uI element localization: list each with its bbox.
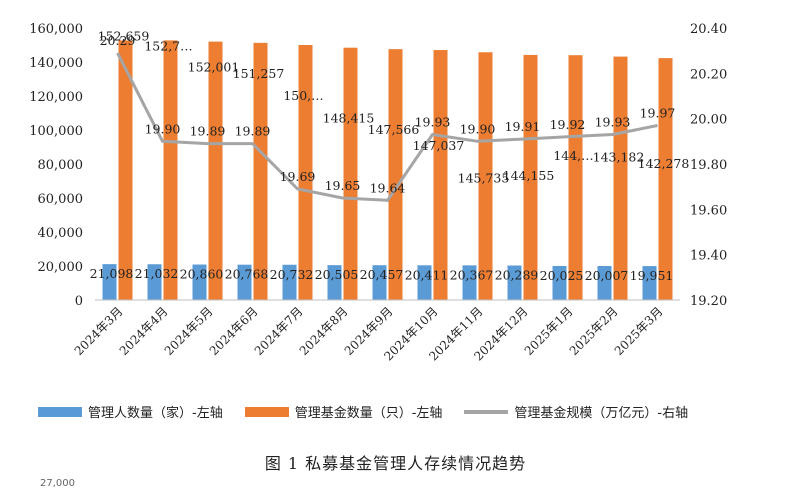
figure-caption: 图 1 私募基金管理人存续情况趋势 — [0, 450, 791, 474]
data-label-funds: 151,257 — [233, 66, 285, 81]
legend-label-funds: 管理基金数量（只）-左轴 — [295, 402, 443, 421]
left-tick-label: 120,000 — [29, 90, 83, 105]
left-axis: 0 20,000 40,000 60,000 80,000 100,000 120,000 1… — [29, 22, 83, 309]
legend-label-scale: 管理基金规模（万亿元）-右轴 — [514, 402, 688, 421]
data-label-scale: 19.69 — [280, 169, 316, 184]
chart: 0 20,000 40,000 60,000 80,000 100,000 120,000 1… — [0, 0, 791, 400]
data-label-scale: 19.89 — [190, 124, 226, 139]
bar-funds — [209, 42, 223, 300]
data-label-managers: 20,007 — [585, 268, 629, 283]
bar-funds — [569, 55, 583, 300]
data-label-managers: 20,289 — [495, 268, 539, 283]
data-label-scale: 19.93 — [595, 115, 631, 130]
bar-funds — [659, 58, 673, 300]
data-label-funds: 145,735 — [458, 170, 510, 185]
legend-swatch-orange — [245, 407, 289, 417]
data-label-funds: 142,278 — [638, 156, 690, 171]
bar-funds — [164, 40, 178, 300]
x-tick-label: 2025年3月 — [612, 304, 666, 358]
bar-funds — [614, 57, 628, 300]
data-label-managers: 21,098 — [90, 266, 134, 281]
left-tick-label: 60,000 — [38, 192, 84, 207]
cropped-text: 27,000 — [40, 478, 75, 489]
legend-label-managers: 管理人数量（家）-左轴 — [88, 402, 223, 421]
bar-funds — [254, 43, 268, 300]
data-label-scale: 19.89 — [235, 124, 271, 139]
data-label-scale: 19.93 — [415, 115, 451, 130]
legend-swatch-gray-line — [464, 410, 508, 414]
data-label-managers: 20,505 — [315, 267, 359, 282]
left-tick-label: 20,000 — [38, 260, 84, 275]
data-label-funds: 144,155 — [503, 168, 555, 183]
data-label-funds: 147,037 — [413, 138, 465, 153]
data-label-funds: 147,566 — [368, 122, 420, 137]
data-label-managers: 20,732 — [270, 267, 314, 282]
legend: 管理人数量（家）-左轴 管理基金数量（只）-左轴 管理基金规模（万亿元）-右轴 — [38, 402, 710, 421]
data-label-scale: 19.90 — [145, 121, 181, 136]
right-tick-label: 19.20 — [690, 294, 727, 309]
right-tick-label: 19.60 — [690, 203, 727, 218]
data-label-managers: 20,860 — [180, 267, 224, 282]
bars — [103, 40, 673, 300]
data-label-managers: 20,025 — [540, 268, 584, 283]
data-label-scale: 19.90 — [460, 121, 496, 136]
bar-funds — [389, 49, 403, 300]
data-label-funds: 143,182 — [593, 150, 645, 165]
data-label-funds: 150,… — [283, 88, 323, 103]
left-tick-label: 100,000 — [29, 124, 83, 139]
right-tick-label: 20.40 — [690, 22, 727, 37]
data-label-funds: 152,001 — [188, 60, 240, 75]
data-label-scale: 19.65 — [325, 178, 361, 193]
legend-item-scale: 管理基金规模（万亿元）-右轴 — [464, 402, 688, 421]
data-label-managers: 20,768 — [225, 267, 269, 282]
data-label-funds: 152,7… — [144, 38, 192, 53]
legend-swatch-blue — [38, 407, 82, 417]
left-tick-label: 40,000 — [38, 226, 84, 241]
data-label-managers: 21,032 — [135, 266, 179, 281]
left-tick-label: 80,000 — [38, 158, 84, 173]
bar-funds — [344, 48, 358, 300]
data-label-funds: 144,… — [553, 148, 593, 163]
data-label-managers: 20,367 — [450, 267, 494, 282]
data-label-scale: 19.97 — [640, 105, 676, 120]
data-label-scale: 19.92 — [550, 117, 586, 132]
bar-funds — [434, 50, 448, 300]
right-tick-label: 20.00 — [690, 113, 727, 128]
data-label-managers: 19,951 — [630, 268, 674, 283]
data-label-scale: 19.64 — [370, 180, 406, 195]
left-tick-label: 0 — [75, 294, 83, 309]
left-tick-label: 140,000 — [29, 56, 83, 71]
data-label-managers: 20,457 — [360, 267, 404, 282]
data-label-scale: 20.29 — [100, 33, 136, 48]
right-tick-label: 19.80 — [690, 158, 727, 173]
legend-item-funds: 管理基金数量（只）-左轴 — [245, 402, 443, 421]
legend-item-managers: 管理人数量（家）-左轴 — [38, 402, 223, 421]
right-axis: 19.20 19.40 19.60 19.80 20.00 20.20 20.40 — [690, 22, 727, 309]
left-tick-label: 160,000 — [29, 22, 83, 37]
x-axis: 2024年3月2024年4月2024年5月2024年6月2024年7月2024年… — [72, 300, 680, 363]
data-label-funds: 148,415 — [323, 111, 375, 126]
right-tick-label: 20.20 — [690, 67, 727, 82]
right-tick-label: 19.40 — [690, 249, 727, 264]
data-label-managers: 20,411 — [405, 267, 449, 282]
data-label-scale: 19.91 — [505, 119, 541, 134]
